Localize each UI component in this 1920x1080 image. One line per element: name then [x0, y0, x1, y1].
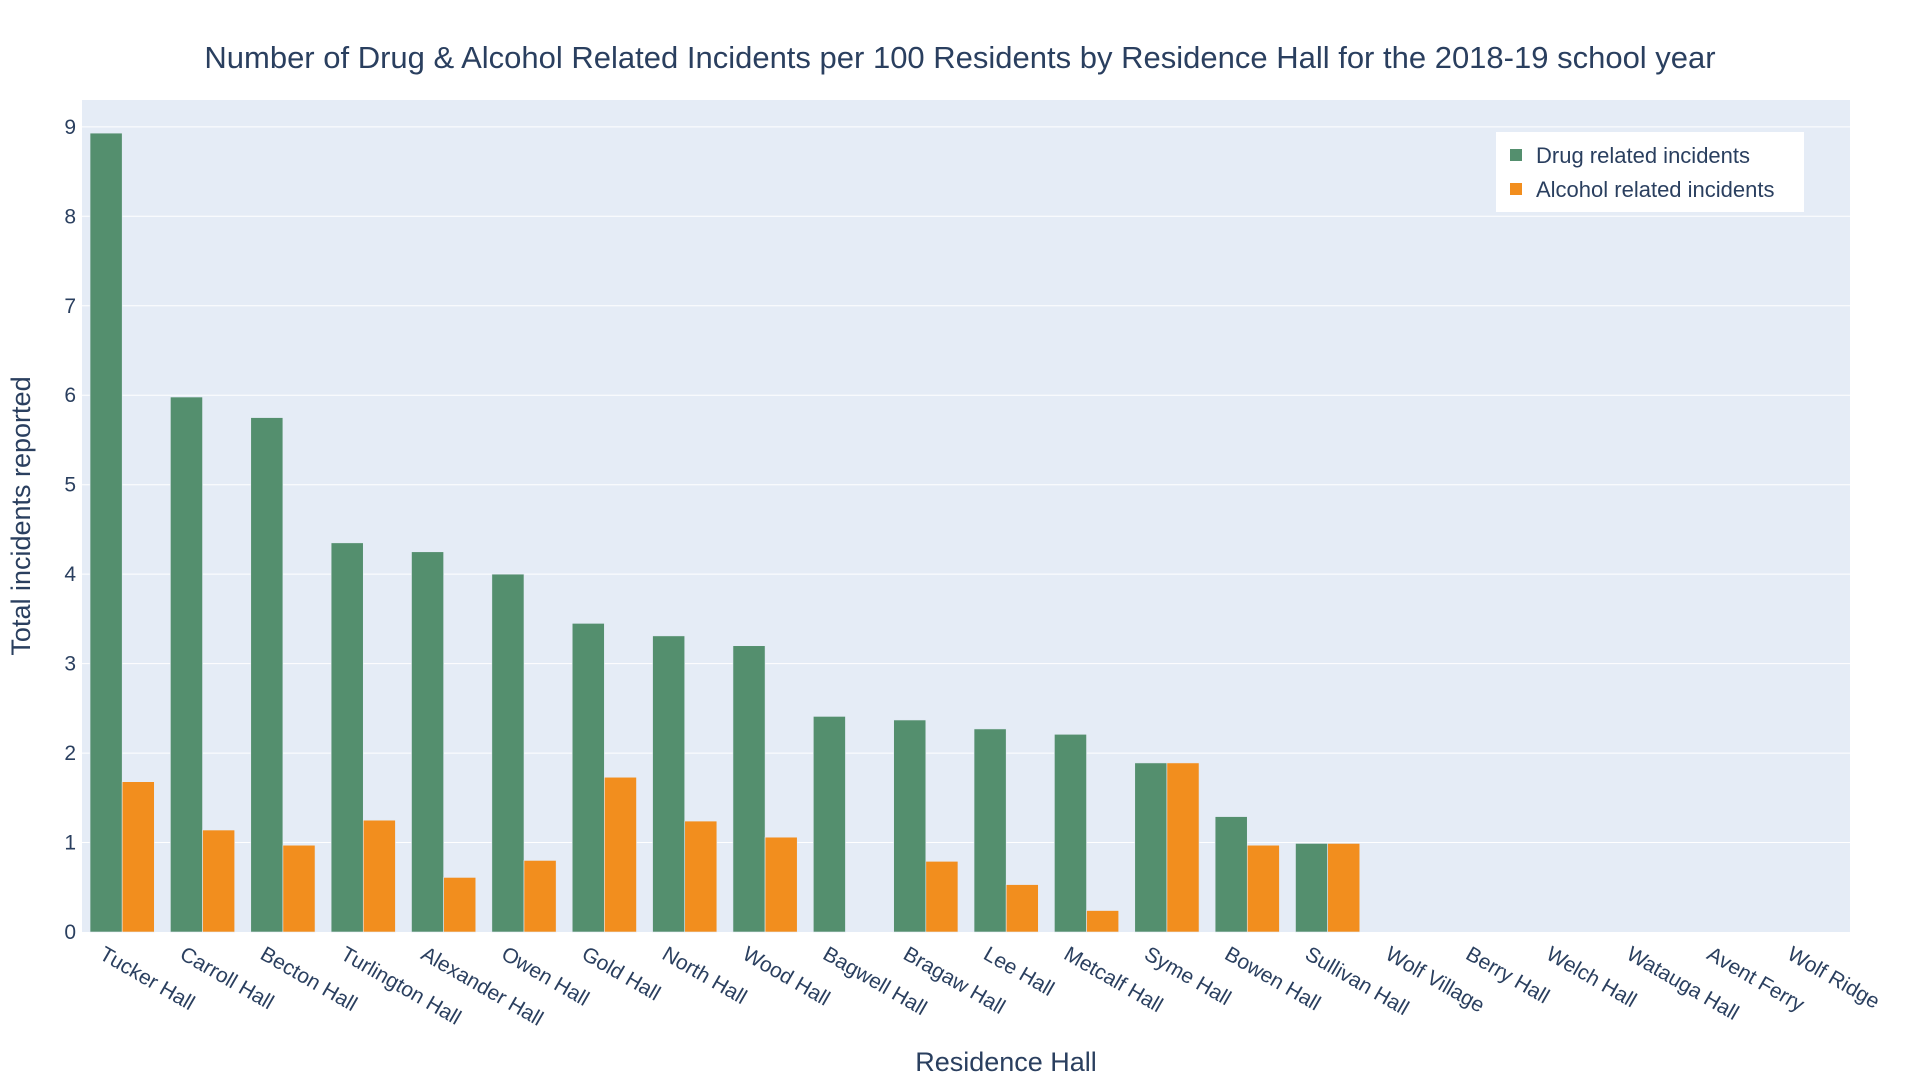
drug-bar[interactable] — [1214, 816, 1248, 933]
x-tick-label: Welch Hall — [1542, 942, 1640, 1012]
alcohol-bar[interactable] — [684, 820, 718, 933]
y-tick-label: 4 — [64, 563, 76, 586]
alcohol-bar[interactable] — [764, 836, 798, 933]
drug-bar[interactable] — [893, 719, 927, 933]
x-tick-label: Gold Hall — [578, 942, 664, 1005]
drug-bar[interactable] — [330, 542, 364, 933]
y-tick-label: 9 — [64, 116, 76, 139]
drug-bar[interactable] — [89, 132, 123, 933]
alcohol-bar[interactable] — [1166, 762, 1200, 933]
alcohol-bar[interactable] — [1246, 844, 1280, 933]
alcohol-bar[interactable] — [523, 860, 557, 933]
bars — [89, 132, 1361, 933]
drug-bar[interactable] — [1054, 733, 1087, 933]
x-axis-title: Residence Hall — [915, 1047, 1097, 1077]
alcohol-bar[interactable] — [1086, 910, 1119, 933]
chart-title: Number of Drug & Alcohol Related Inciden… — [204, 40, 1716, 75]
y-tick-label: 0 — [64, 921, 76, 944]
alcohol-bar[interactable] — [1005, 884, 1039, 933]
drug-bar[interactable] — [170, 396, 203, 933]
alcohol-bar[interactable] — [121, 781, 155, 933]
alcohol-bar[interactable] — [202, 829, 235, 933]
y-tick-label: 1 — [64, 832, 76, 855]
drug-bar[interactable] — [813, 716, 846, 933]
alcohol-bar[interactable] — [925, 861, 959, 933]
alcohol-bar[interactable] — [604, 776, 637, 933]
legend-background — [1496, 132, 1804, 212]
alcohol-bar[interactable] — [1327, 843, 1361, 933]
legend-label-alcohol[interactable]: Alcohol related incidents — [1536, 177, 1774, 202]
y-tick-label: 3 — [64, 653, 76, 676]
x-tick-label: Wood Hall — [739, 942, 834, 1010]
alcohol-bar[interactable] — [282, 844, 316, 933]
y-axis-title: Total incidents reported — [6, 376, 36, 655]
drug-bar[interactable] — [1134, 762, 1168, 933]
drug-bar[interactable] — [732, 645, 766, 933]
y-tick-label: 2 — [64, 742, 76, 765]
plot-area — [82, 100, 1850, 932]
legend[interactable]: Drug related incidents Alcohol related i… — [1496, 132, 1804, 212]
legend-label-drug[interactable]: Drug related incidents — [1536, 143, 1750, 168]
y-tick-label: 5 — [64, 474, 76, 497]
y-tick-label: 8 — [64, 205, 76, 228]
alcohol-bar[interactable] — [443, 877, 477, 933]
drug-bar[interactable] — [250, 417, 284, 933]
drug-bar[interactable] — [652, 635, 686, 933]
drug-bar[interactable] — [411, 551, 444, 933]
y-axis-ticks: 0 1 2 3 4 5 6 7 8 9 — [64, 116, 76, 944]
drug-bar[interactable] — [1295, 843, 1328, 933]
gridlines — [82, 126, 1850, 844]
legend-swatch-alcohol[interactable] — [1510, 183, 1522, 195]
drug-bar[interactable] — [571, 623, 605, 933]
legend-swatch-drug[interactable] — [1510, 149, 1522, 161]
alcohol-bar[interactable] — [362, 819, 396, 933]
y-tick-label: 7 — [64, 295, 76, 318]
drug-bar[interactable] — [491, 573, 525, 933]
drug-bar[interactable] — [973, 728, 1007, 933]
x-tick-label: North Hall — [658, 942, 750, 1009]
y-tick-label: 6 — [64, 384, 76, 407]
